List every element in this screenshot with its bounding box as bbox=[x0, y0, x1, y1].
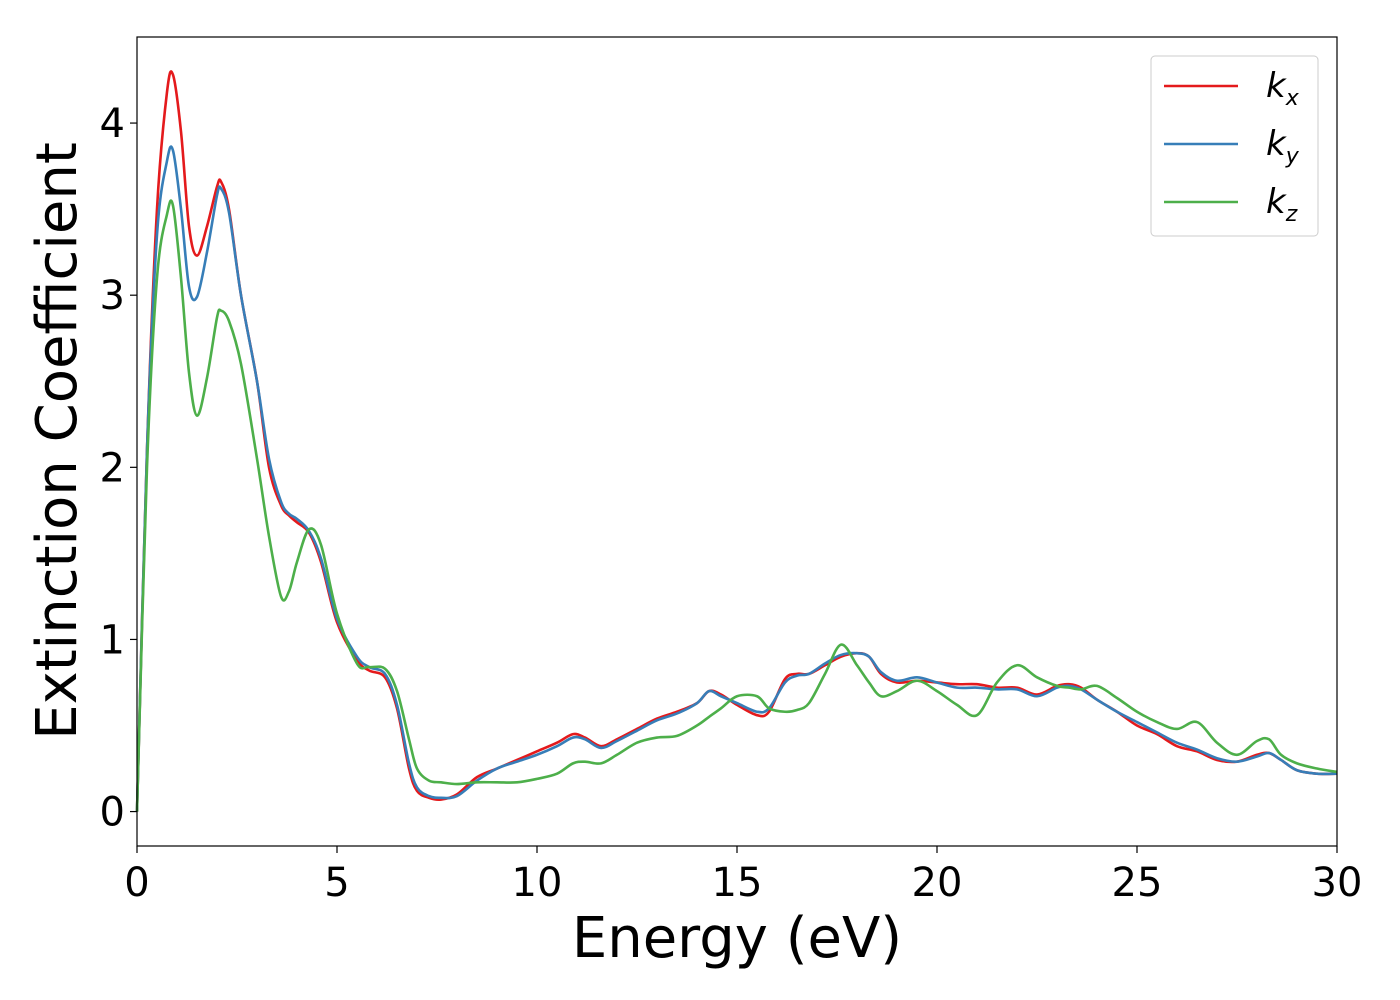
series-line-ky bbox=[135, 145, 1338, 812]
x-tick-label: 30 bbox=[1312, 860, 1363, 906]
x-axis: 0 5 10 15 20 25 30 bbox=[124, 846, 1362, 906]
x-tick-label: 10 bbox=[512, 860, 563, 906]
y-tick-label: 1 bbox=[100, 617, 125, 663]
legend-label-kz: kz bbox=[1266, 182, 1298, 227]
x-axis-label: Energy (eV) bbox=[572, 906, 902, 971]
y-tick-label: 2 bbox=[100, 445, 125, 491]
y-axis-label: Extinction Coefficient bbox=[25, 142, 90, 740]
series-line-kz bbox=[135, 199, 1338, 812]
x-tick-label: 5 bbox=[324, 860, 349, 906]
legend-box bbox=[1150, 55, 1319, 237]
y-tick-label: 3 bbox=[100, 273, 125, 319]
legend-label-ky: ky bbox=[1266, 124, 1300, 169]
y-tick-label: 4 bbox=[100, 101, 125, 147]
x-tick-label: 0 bbox=[124, 860, 149, 906]
y-axis: 0 1 2 3 4 bbox=[100, 101, 137, 836]
y-tick-label: 0 bbox=[100, 790, 125, 836]
series-lines bbox=[135, 70, 1338, 812]
x-tick-label: 25 bbox=[1112, 860, 1163, 906]
legend: kx ky kz bbox=[1150, 55, 1319, 237]
x-tick-label: 15 bbox=[712, 860, 763, 906]
legend-label-kx: kx bbox=[1266, 66, 1300, 111]
x-tick-label: 20 bbox=[912, 860, 963, 906]
